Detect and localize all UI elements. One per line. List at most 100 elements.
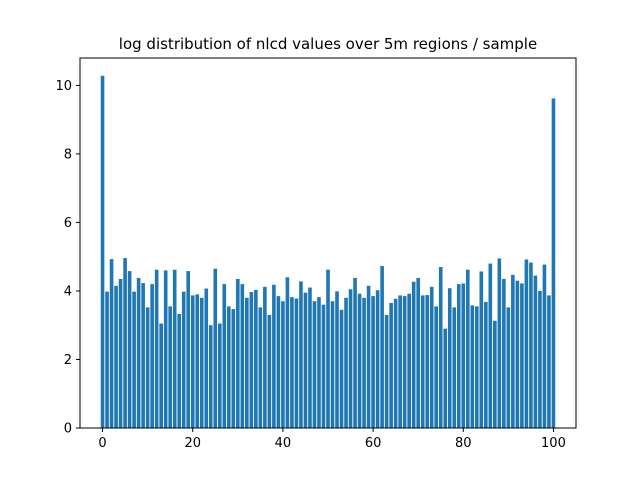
y-tick-label-2: 2 [64, 353, 72, 368]
bar-89 [502, 278, 506, 428]
bar-37 [267, 314, 272, 428]
x-tick-label-20: 20 [184, 436, 201, 451]
bar-74 [434, 306, 439, 428]
bar-9 [141, 283, 145, 428]
plot-frame [79, 57, 577, 429]
bar-73 [429, 286, 434, 428]
bar-69 [411, 281, 416, 428]
y-axis: 0 2 4 6 8 10 [55, 79, 80, 437]
bar-7 [132, 291, 136, 428]
bar-72 [425, 295, 430, 428]
bar-53 [339, 309, 344, 428]
bar-99 [547, 295, 551, 428]
bar-86 [488, 263, 493, 428]
bar-40 [281, 301, 285, 428]
bar-23 [204, 288, 209, 428]
bar-50 [326, 269, 330, 428]
y-tick-label-8: 8 [64, 147, 72, 162]
bar-11 [150, 284, 154, 428]
bar-70 [416, 277, 420, 428]
bar-5 [123, 258, 127, 428]
bar-85 [484, 301, 488, 428]
bar-33 [249, 291, 254, 428]
bar-46 [308, 287, 312, 428]
bar-92 [515, 280, 520, 428]
bar-90 [506, 307, 511, 428]
bar-28 [227, 306, 231, 428]
bar-93 [520, 283, 524, 428]
bar-36 [263, 286, 267, 428]
bar-83 [475, 306, 479, 428]
x-axis: 0 20 40 60 80 100 [98, 428, 566, 451]
bar-98 [542, 264, 547, 428]
bar-19 [186, 271, 191, 428]
bar-16 [172, 269, 177, 428]
bar-24 [208, 325, 213, 428]
bar-15 [168, 306, 172, 428]
bar-88 [497, 258, 502, 428]
bar-100 [551, 98, 556, 429]
bar-68 [407, 293, 411, 428]
bar-56 [353, 277, 357, 428]
bar-6 [127, 271, 132, 428]
x-tick-label-40: 40 [275, 436, 292, 451]
bar-67 [402, 296, 407, 428]
bar-4 [118, 278, 123, 428]
bar-1 [105, 291, 109, 428]
bar-64 [389, 302, 393, 428]
bar-45 [303, 292, 308, 428]
bar-76 [443, 328, 448, 428]
bar-84 [479, 271, 484, 428]
bar-75 [438, 266, 443, 428]
bar-65 [393, 298, 398, 428]
bar-41 [285, 277, 290, 428]
bar-39 [276, 296, 281, 428]
bar-49 [321, 304, 326, 428]
bar-60 [371, 296, 375, 428]
bar-43 [294, 298, 299, 428]
bar-30 [236, 278, 240, 428]
chart-title: log distribution of nlcd values over 5m … [119, 35, 537, 53]
bar-71 [420, 295, 425, 428]
bar-48 [317, 297, 321, 428]
bar-54 [344, 297, 348, 428]
bar-12 [154, 269, 159, 428]
x-tick-label-0: 0 [98, 436, 106, 451]
bar-79 [456, 284, 461, 428]
bar-27 [222, 284, 227, 428]
x-tick-label-60: 60 [365, 436, 382, 451]
bar-8 [136, 277, 141, 428]
bar-29 [231, 309, 236, 428]
bar-78 [452, 307, 457, 428]
bar-44 [299, 281, 303, 428]
bar-26 [217, 323, 222, 428]
bar-42 [290, 297, 294, 428]
bar-13 [159, 323, 163, 428]
bar-66 [398, 295, 402, 428]
bar-97 [538, 290, 542, 428]
bar-95 [529, 262, 533, 428]
bar-3 [114, 285, 118, 428]
bar-63 [384, 314, 389, 428]
x-tick-label-80: 80 [455, 436, 472, 451]
bar-94 [524, 259, 529, 428]
bar-22 [199, 297, 204, 428]
bar-21 [195, 294, 200, 428]
bar-77 [447, 288, 452, 428]
y-tick-label-6: 6 [64, 216, 72, 231]
bar-82 [470, 305, 475, 428]
bar-55 [348, 289, 353, 428]
bar-62 [380, 265, 384, 428]
bar-61 [375, 290, 380, 428]
bar-87 [493, 320, 497, 428]
bar-32 [245, 297, 249, 428]
bar-96 [533, 275, 538, 428]
bar-20 [190, 295, 195, 428]
bar-38 [272, 284, 276, 428]
bar-17 [177, 313, 182, 428]
x-tick-label-100: 100 [541, 436, 566, 451]
bar-35 [258, 307, 263, 428]
bar-47 [312, 301, 317, 428]
bar-52 [335, 291, 339, 428]
